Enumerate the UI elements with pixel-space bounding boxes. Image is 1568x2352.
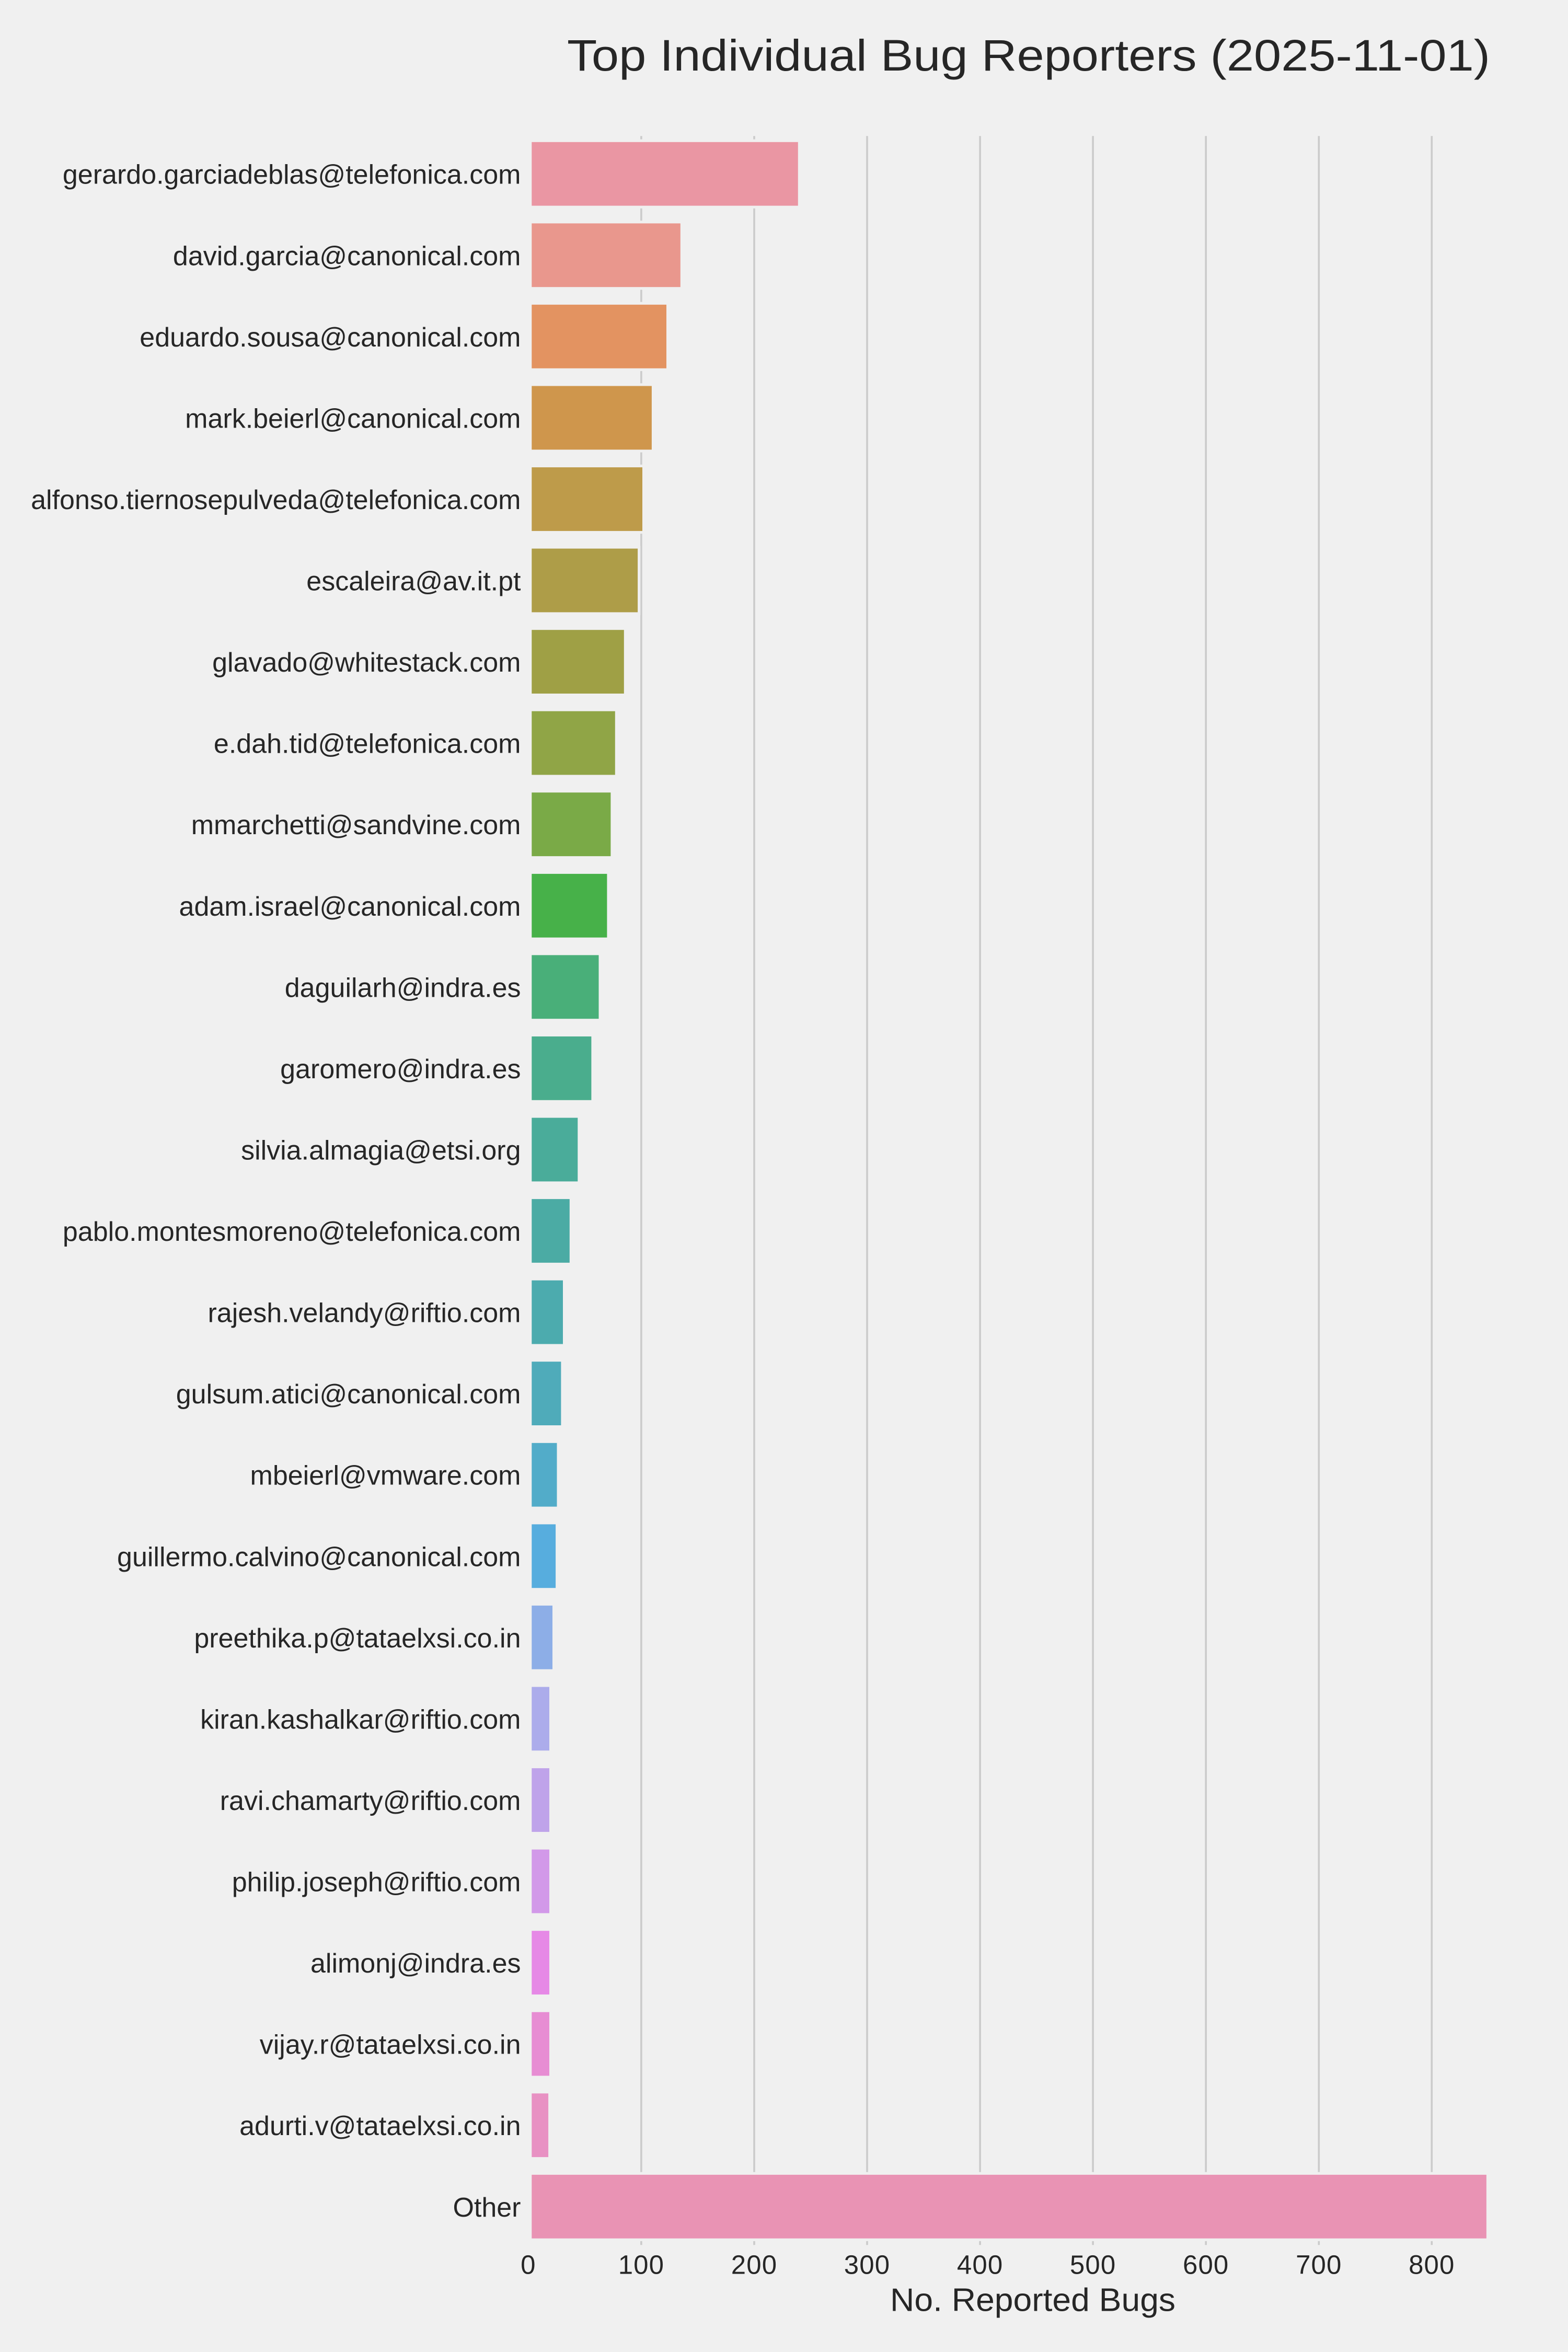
svg-text:silvia.almagia@etsi.org: silvia.almagia@etsi.org (241, 1136, 521, 1166)
svg-text:Top Individual Bug Reporters (: Top Individual Bug Reporters (2025-11-01… (567, 31, 1490, 80)
svg-text:rajesh.velandy@riftio.com: rajesh.velandy@riftio.com (207, 1298, 521, 1329)
svg-text:800: 800 (1409, 2250, 1455, 2280)
svg-text:Other: Other (453, 2193, 521, 2223)
svg-text:ravi.chamarty@riftio.com: ravi.chamarty@riftio.com (220, 1786, 521, 1816)
svg-text:0: 0 (521, 2250, 536, 2280)
svg-text:600: 600 (1183, 2250, 1229, 2280)
svg-text:alfonso.tiernosepulveda@telefo: alfonso.tiernosepulveda@telefonica.com (31, 485, 521, 515)
svg-text:mmarchetti@sandvine.com: mmarchetti@sandvine.com (191, 810, 521, 840)
svg-text:philip.joseph@riftio.com: philip.joseph@riftio.com (232, 1867, 521, 1898)
svg-text:gerardo.garciadeblas@telefonic: gerardo.garciadeblas@telefonica.com (63, 160, 521, 190)
svg-text:alimonj@indra.es: alimonj@indra.es (310, 1949, 521, 1979)
svg-text:300: 300 (844, 2250, 890, 2280)
svg-text:adurti.v@tataelxsi.co.in: adurti.v@tataelxsi.co.in (239, 2111, 521, 2141)
svg-text:glavado@whitestack.com: glavado@whitestack.com (212, 648, 521, 678)
svg-text:700: 700 (1296, 2250, 1342, 2280)
svg-text:mark.beierl@canonical.com: mark.beierl@canonical.com (185, 403, 521, 434)
svg-text:escaleira@av.it.pt: escaleira@av.it.pt (306, 567, 521, 597)
svg-text:100: 100 (618, 2250, 664, 2280)
svg-text:david.garcia@canonical.com: david.garcia@canonical.com (173, 241, 521, 271)
svg-text:pablo.montesmoreno@telefonica.: pablo.montesmoreno@telefonica.com (63, 1217, 521, 1247)
svg-text:vijay.r@tataelxsi.co.in: vijay.r@tataelxsi.co.in (260, 2030, 521, 2060)
svg-text:e.dah.tid@telefonica.com: e.dah.tid@telefonica.com (214, 729, 521, 759)
svg-text:eduardo.sousa@canonical.com: eduardo.sousa@canonical.com (140, 322, 521, 353)
svg-text:500: 500 (1070, 2250, 1116, 2280)
svg-text:mbeierl@vmware.com: mbeierl@vmware.com (250, 1461, 521, 1491)
svg-text:kiran.kashalkar@riftio.com: kiran.kashalkar@riftio.com (200, 1704, 521, 1735)
svg-text:preethika.p@tataelxsi.co.in: preethika.p@tataelxsi.co.in (194, 1623, 521, 1654)
svg-text:garomero@indra.es: garomero@indra.es (280, 1054, 521, 1085)
svg-text:400: 400 (957, 2250, 1003, 2280)
svg-text:adam.israel@canonical.com: adam.israel@canonical.com (179, 892, 521, 922)
svg-text:gulsum.atici@canonical.com: gulsum.atici@canonical.com (176, 1379, 521, 1410)
svg-text:guillermo.calvino@canonical.co: guillermo.calvino@canonical.com (117, 1542, 521, 1572)
svg-text:No. Reported Bugs: No. Reported Bugs (890, 2282, 1175, 2318)
svg-text:200: 200 (731, 2250, 777, 2280)
svg-text:daguilarh@indra.es: daguilarh@indra.es (285, 973, 521, 1003)
